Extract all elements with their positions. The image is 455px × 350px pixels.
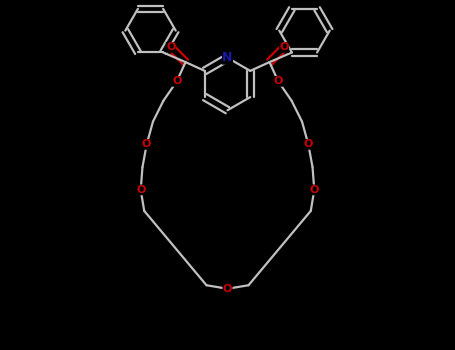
- Text: O: O: [309, 185, 319, 195]
- Text: O: O: [166, 42, 176, 52]
- Text: O: O: [273, 76, 283, 86]
- Text: O: O: [303, 139, 313, 149]
- Text: O: O: [223, 284, 232, 294]
- Text: O: O: [136, 185, 146, 195]
- Text: O: O: [279, 42, 289, 52]
- Text: N: N: [222, 51, 233, 64]
- Text: O: O: [172, 76, 182, 86]
- Text: O: O: [142, 139, 152, 149]
